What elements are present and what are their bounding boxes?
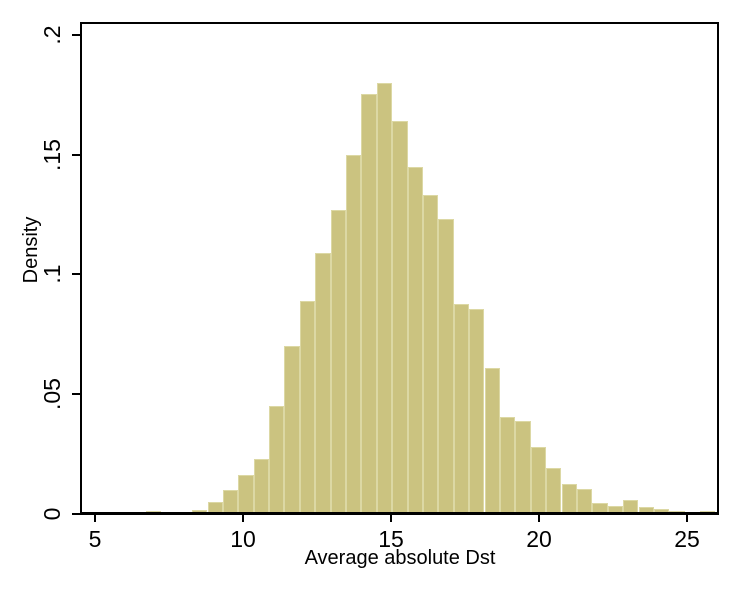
histogram-bar bbox=[546, 468, 562, 513]
x-axis-tick bbox=[242, 515, 244, 522]
y-axis-tick bbox=[72, 273, 81, 276]
x-axis-tick-label: 10 bbox=[230, 526, 256, 552]
histogram-bar bbox=[530, 447, 547, 513]
histogram-bar bbox=[269, 405, 285, 513]
y-axis-tick-label: .1 bbox=[39, 264, 65, 284]
histogram-bar bbox=[253, 458, 270, 513]
histogram-bar bbox=[484, 367, 500, 513]
y-axis-tick-label: .05 bbox=[39, 377, 65, 410]
x-axis-tick bbox=[94, 515, 96, 522]
y-axis-tick bbox=[72, 153, 81, 156]
y-axis-tick-label: .2 bbox=[39, 25, 65, 45]
histogram-bar bbox=[561, 483, 577, 513]
x-axis-tick bbox=[538, 515, 540, 522]
histogram-bar bbox=[700, 511, 716, 513]
histogram-bar bbox=[346, 154, 362, 513]
y-axis-tick bbox=[72, 512, 81, 515]
y-axis-tick bbox=[72, 392, 81, 395]
x-axis-tick bbox=[390, 515, 392, 522]
x-axis-title: Average absolute Dst bbox=[304, 547, 496, 569]
histogram-bar bbox=[161, 511, 177, 513]
y-axis-tick bbox=[72, 34, 81, 37]
histogram-bar bbox=[145, 511, 162, 513]
histogram-bar bbox=[392, 121, 408, 513]
histogram-bar bbox=[515, 420, 531, 513]
y-axis-tick-label: .15 bbox=[39, 138, 65, 171]
x-axis-tick-label: 15 bbox=[378, 526, 404, 552]
histogram-bar bbox=[592, 502, 608, 513]
histogram-bar bbox=[407, 166, 423, 513]
histogram-bar bbox=[192, 509, 208, 513]
histogram-bar bbox=[207, 501, 223, 513]
x-axis-tick-label: 25 bbox=[674, 526, 700, 552]
histogram-bar bbox=[638, 506, 654, 513]
histogram-bar bbox=[284, 346, 300, 513]
histogram-bar bbox=[669, 510, 685, 513]
x-axis-tick-label: 20 bbox=[526, 526, 552, 552]
histogram-bar bbox=[576, 488, 593, 513]
histogram-bar bbox=[469, 308, 485, 513]
y-axis-tick-label: 0 bbox=[39, 507, 65, 520]
histogram-bar bbox=[299, 300, 316, 513]
histogram-bar bbox=[623, 500, 639, 513]
histogram-bar bbox=[376, 83, 393, 513]
histogram-bar bbox=[423, 195, 439, 513]
histogram-bar bbox=[222, 489, 239, 513]
histogram-bar bbox=[361, 93, 377, 513]
x-axis-tick-label: 5 bbox=[88, 526, 102, 552]
histogram-bar bbox=[238, 475, 254, 513]
histogram-bar bbox=[607, 505, 624, 513]
histogram-bar bbox=[438, 219, 454, 513]
histogram-bar bbox=[499, 417, 516, 513]
histogram-bar bbox=[453, 303, 470, 513]
x-axis-tick bbox=[686, 515, 688, 522]
histogram-bar bbox=[176, 512, 193, 513]
histogram-bar bbox=[330, 209, 346, 513]
histogram-bar bbox=[653, 508, 670, 513]
histogram-bar bbox=[315, 252, 331, 513]
